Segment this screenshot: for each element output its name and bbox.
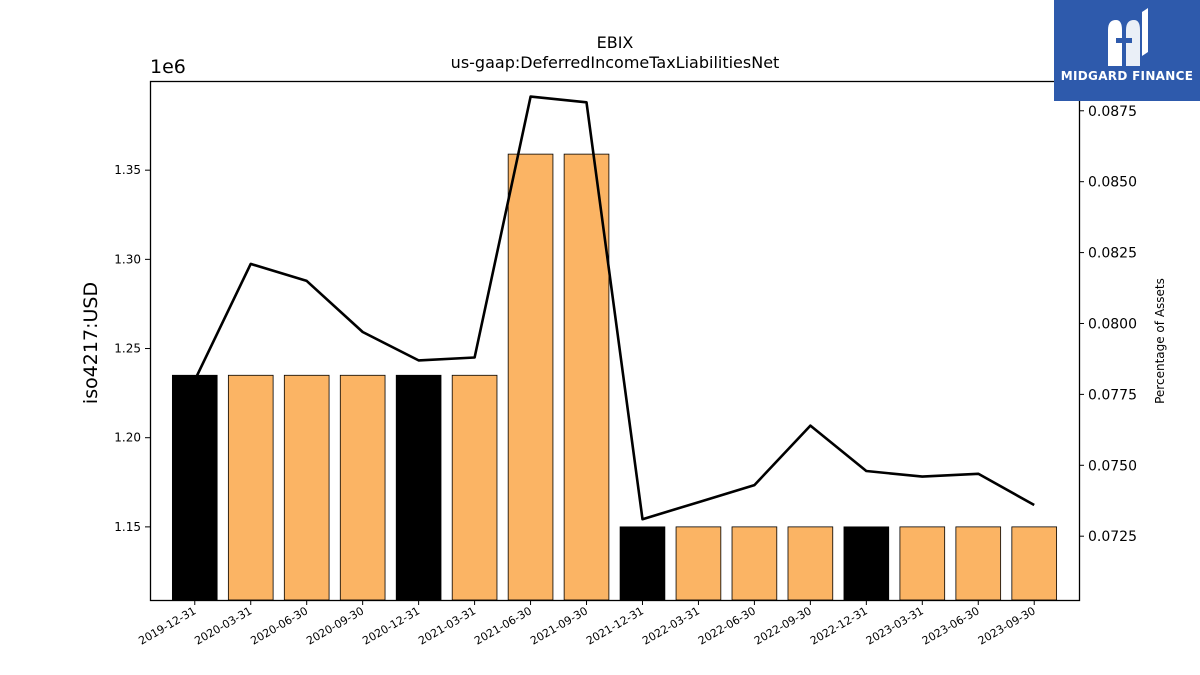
y2-axis-ticks: 0.0725 0.0750 0.0775 0.0800 0.0825 0.0850 0.08… xyxy=(1079,104,1137,545)
y2-tick-label: 0.0850 xyxy=(1088,175,1137,191)
x-tick-label: 2023-03-31 xyxy=(864,604,926,647)
y-tick-label: 1.20 xyxy=(114,431,141,445)
chart-subtitle: us-gaap:DeferredIncomeTaxLiabilitiesNet xyxy=(450,53,780,72)
bar-2021-12-31 xyxy=(619,526,666,601)
bar-2020-12-31 xyxy=(395,374,442,601)
bar-2020-09-30 xyxy=(339,374,386,601)
x-tick-label: 2020-03-31 xyxy=(192,604,254,647)
bar-2020-06-30 xyxy=(283,374,330,601)
x-tick-label: 2021-09-30 xyxy=(528,604,590,647)
bar-2022-09-30 xyxy=(787,526,834,601)
bar-2019-12-31 xyxy=(171,374,218,601)
bar-2021-09-30 xyxy=(563,153,610,601)
bar-2022-03-31 xyxy=(675,526,722,601)
x-tick-label: 2021-06-30 xyxy=(472,604,534,647)
bar-2022-06-30 xyxy=(731,526,778,601)
y-axis-offset-label: 1e6 xyxy=(150,56,186,78)
x-tick-label: 2023-06-30 xyxy=(920,604,982,647)
x-tick-label: 2020-12-31 xyxy=(360,604,422,647)
logo: MIDGARD FINANCE xyxy=(1054,0,1200,101)
y-tick-label: 1.35 xyxy=(114,163,141,177)
x-tick-label: 2021-03-31 xyxy=(416,604,478,647)
y2-tick-label: 0.0775 xyxy=(1088,387,1137,403)
x-tick-label: 2022-06-30 xyxy=(696,604,758,647)
bar-2021-03-31 xyxy=(451,374,498,601)
logo-text: MIDGARD FINANCE xyxy=(1060,69,1194,83)
x-tick-label: 2023-09-30 xyxy=(976,604,1038,647)
y2-tick-label: 0.0800 xyxy=(1088,316,1137,332)
x-tick-label: 2020-06-30 xyxy=(248,604,310,647)
x-tick-label: 2022-12-31 xyxy=(808,604,870,647)
x-tick-label: 2022-09-30 xyxy=(752,604,814,647)
line-group xyxy=(193,95,1035,521)
y2-tick-label: 0.0750 xyxy=(1088,458,1137,474)
bar-2023-09-30 xyxy=(1011,526,1058,601)
x-tick-label: 2020-09-30 xyxy=(304,604,366,647)
x-axis-ticks: 2019-12-312020-03-312020-06-302020-09-30… xyxy=(136,600,1038,648)
plot-frame xyxy=(149,80,1081,602)
bars-group xyxy=(171,153,1058,601)
y-axis-label: iso4217:USD xyxy=(80,281,102,405)
x-tick-label: 2019-12-31 xyxy=(136,604,198,647)
x-tick-label: 2022-03-31 xyxy=(640,604,702,647)
y2-tick-label: 0.0825 xyxy=(1088,246,1137,262)
chart-title: EBIX xyxy=(596,33,634,52)
bar-2020-03-31 xyxy=(227,374,274,601)
y2-tick-label: 0.0875 xyxy=(1088,104,1137,120)
y-tick-label: 1.30 xyxy=(114,252,141,266)
bar-2023-06-30 xyxy=(955,526,1002,601)
bar-2022-12-31 xyxy=(843,526,890,601)
percentage-line xyxy=(193,95,1035,521)
y-tick-label: 1.15 xyxy=(114,520,141,534)
y2-axis-label: Percentage of Assets xyxy=(1153,278,1167,404)
midgard-logo-icon xyxy=(1108,8,1148,66)
y2-tick-label: 0.0725 xyxy=(1088,529,1137,545)
y-tick-label: 1.25 xyxy=(114,342,141,356)
y-axis-ticks: 1.15 1.20 1.25 1.30 1.35 xyxy=(114,163,150,534)
bar-2021-06-30 xyxy=(507,153,554,601)
x-tick-label: 2021-12-31 xyxy=(584,604,646,647)
bar-2023-03-31 xyxy=(899,526,946,601)
